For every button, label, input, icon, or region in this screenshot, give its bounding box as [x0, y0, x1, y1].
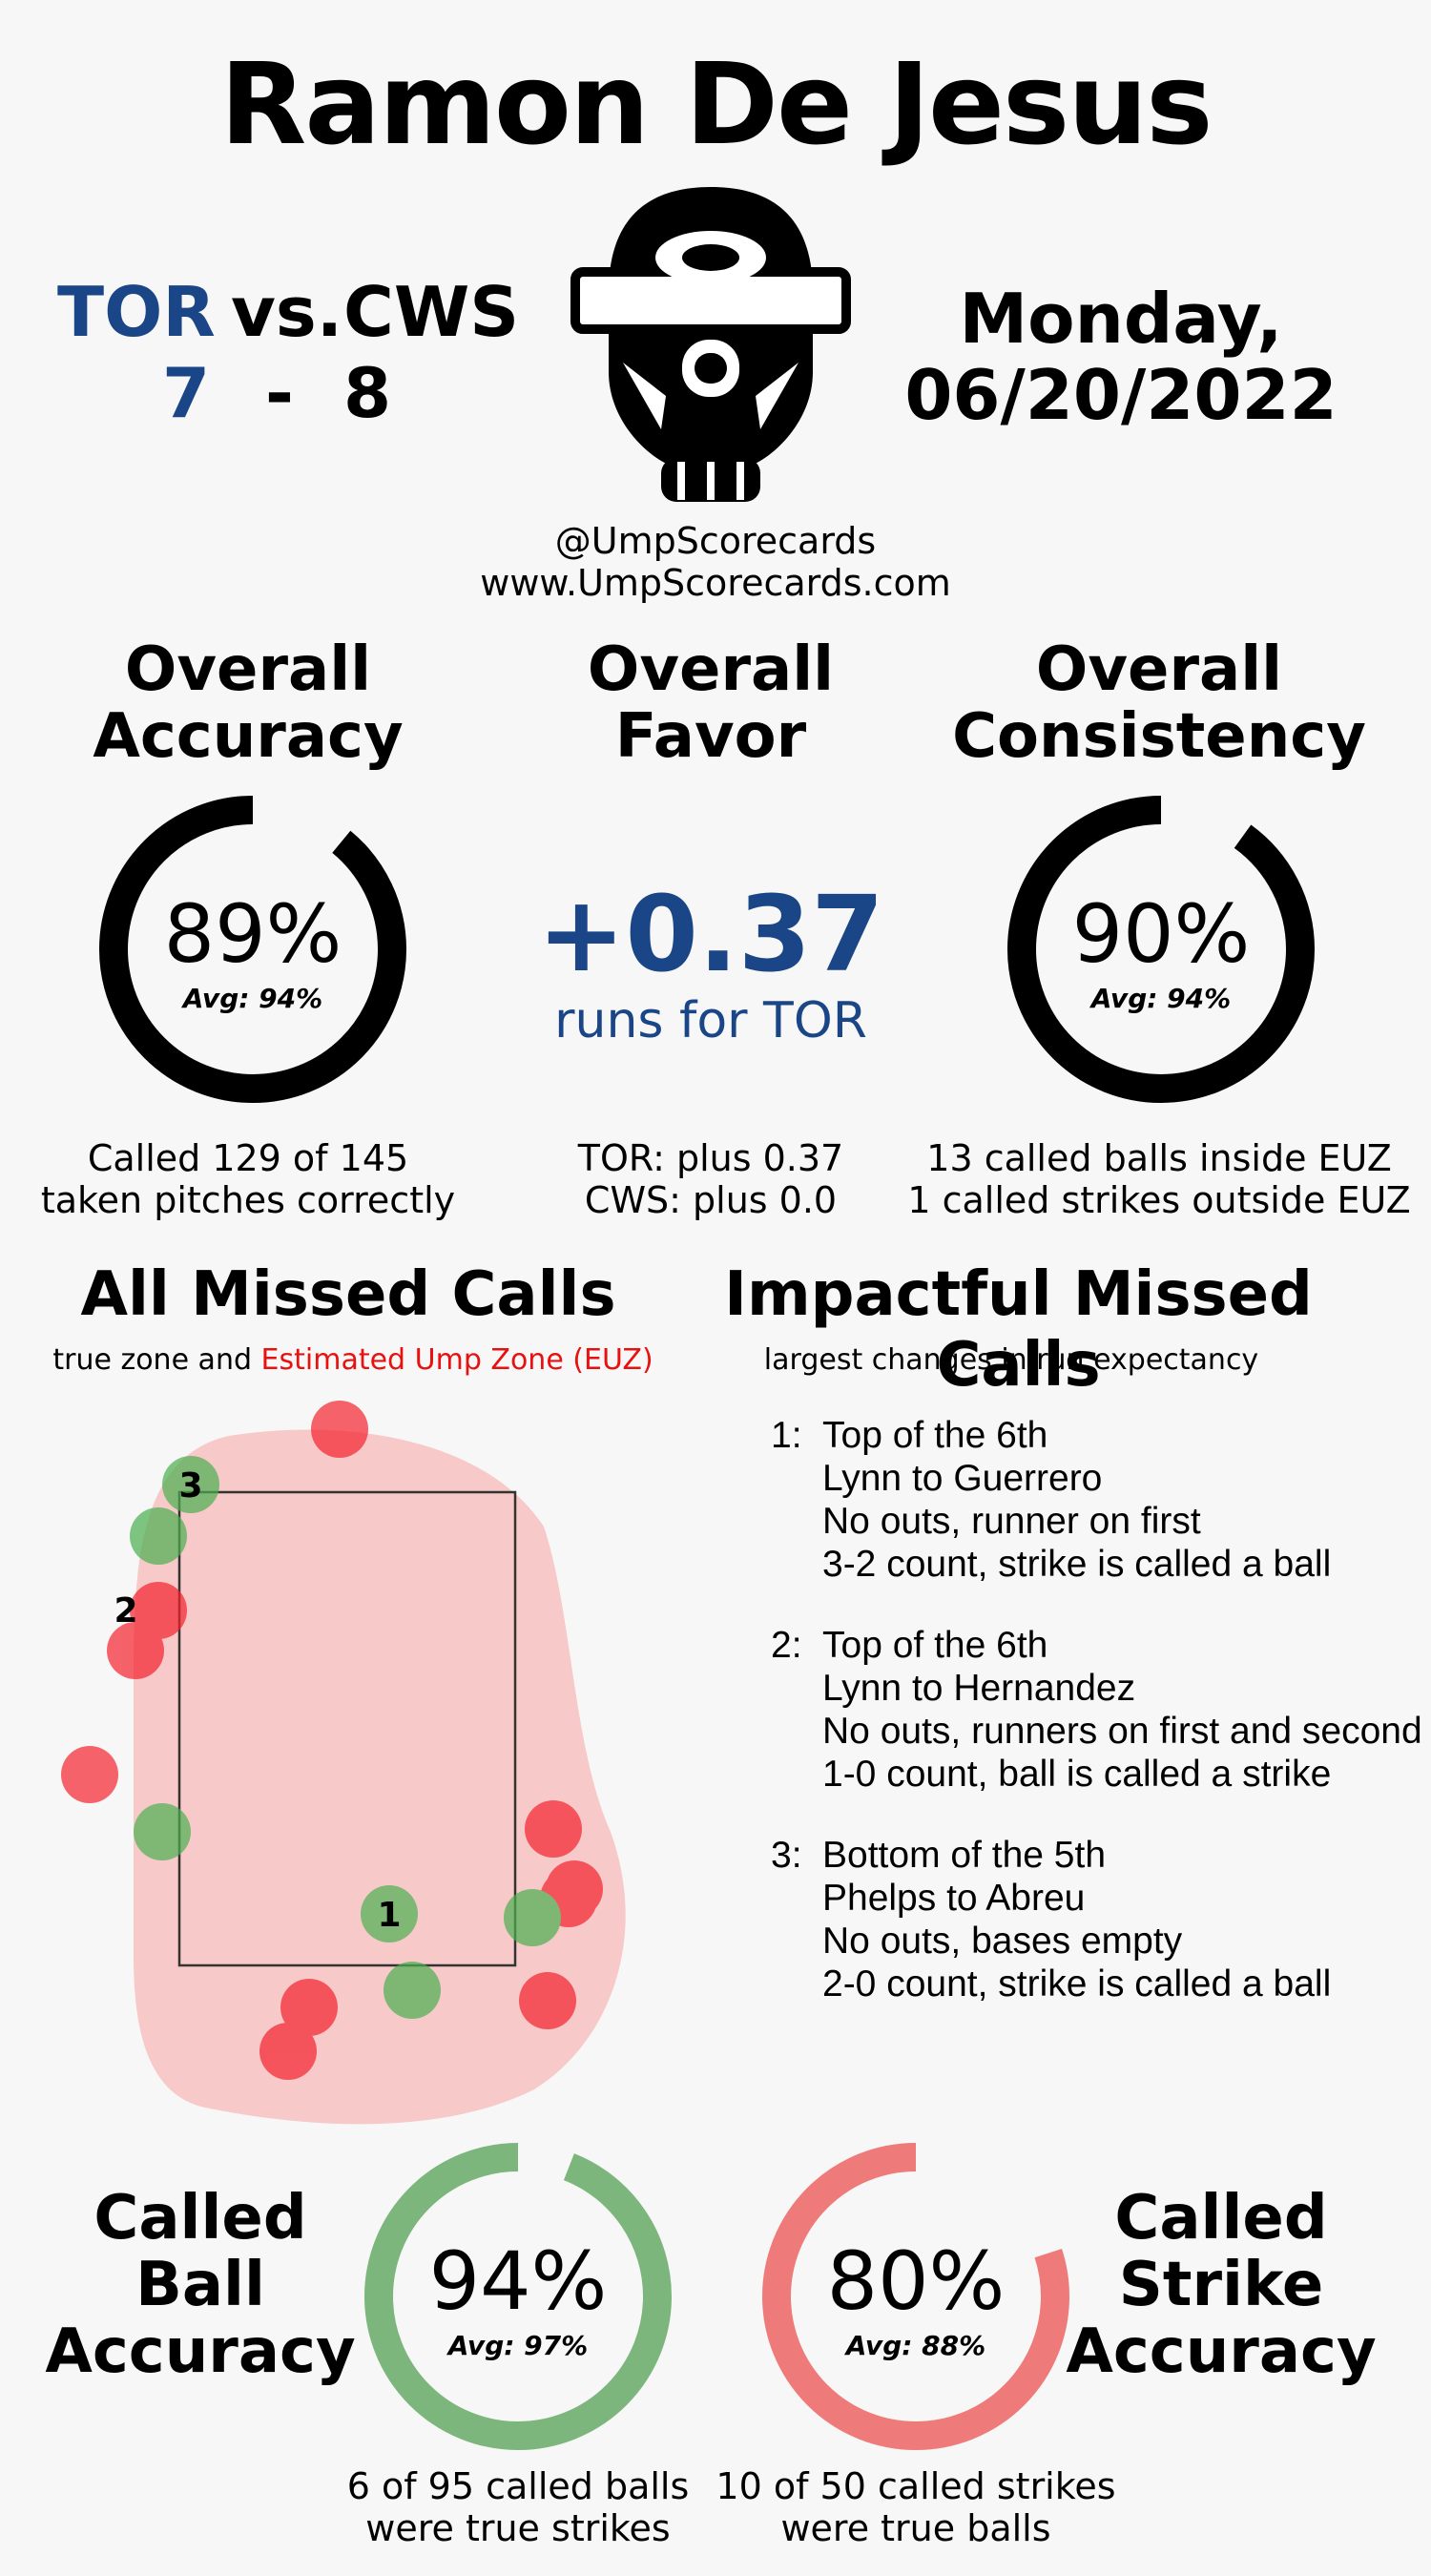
- consistency-title: Overall Consistency: [952, 634, 1366, 772]
- pitch-marker: [130, 1507, 187, 1565]
- missed-calls-plot: 1 2 3: [61, 1401, 626, 2125]
- ball-accuracy-title: Called Ball Accuracy: [45, 2183, 356, 2387]
- accuracy-desc: Called 129 of 145 taken pitches correctl…: [40, 1137, 456, 1221]
- pitch-marker: [134, 1803, 191, 1860]
- pitch-marker: [107, 1622, 164, 1679]
- consistency-value: 90%: [1071, 887, 1251, 981]
- pitch-marker: [519, 1972, 576, 2029]
- twitter-handle[interactable]: @UmpScorecards: [554, 520, 877, 562]
- umpire-name: Ramon De Jesus: [219, 38, 1213, 170]
- ball-accuracy-ring: [364, 2143, 672, 2450]
- euz-label: Estimated Ump Zone (EUZ): [260, 1343, 653, 1377]
- home-team: CWS: [343, 272, 520, 352]
- estimated-ump-zone: [134, 1429, 626, 2125]
- consistency-desc: 13 called balls inside EUZ 1 called stri…: [907, 1137, 1411, 1221]
- missed-call-label-1: 1: [377, 1896, 401, 1935]
- strike-accuracy-ring: [762, 2143, 1069, 2450]
- strike-accuracy-avg: Avg: 88%: [845, 2330, 986, 2361]
- pitch-marker: [61, 1746, 118, 1803]
- favor-desc: TOR: plus 0.37 CWS: plus 0.0: [577, 1137, 844, 1221]
- accuracy-avg: Avg: 94%: [182, 983, 323, 1014]
- away-team: TOR: [57, 272, 216, 352]
- ball-accuracy-value: 94%: [428, 2234, 608, 2328]
- score-separator: -: [265, 353, 294, 433]
- impactful-item-2: 2: Top of the 6th Lynn to Hernandez No o…: [771, 1625, 1422, 1795]
- impactful-title: Impactful Missed Calls: [724, 1259, 1313, 1401]
- accuracy-title: Overall Accuracy: [93, 634, 404, 772]
- pitch-marker: [361, 1885, 418, 1942]
- pitch-markers: [61, 1401, 603, 2080]
- missed-calls-title: All Missed Calls: [80, 1259, 616, 1330]
- accuracy-ring-arc: [99, 796, 406, 1103]
- strike-accuracy-title: Called Strike Accuracy: [1066, 2183, 1377, 2387]
- consistency-ring-arc: [1007, 796, 1315, 1103]
- home-score: 8: [343, 353, 392, 433]
- vs-label: vs.: [231, 272, 343, 352]
- strike-accuracy-value: 80%: [826, 2234, 1006, 2328]
- ball-accuracy-ring-arc: [364, 2143, 672, 2450]
- consistency-ring: [1007, 796, 1315, 1103]
- strike-accuracy-desc: 10 of 50 called strikes were true balls: [716, 2465, 1116, 2549]
- game-day: Monday,: [959, 279, 1283, 359]
- website-link[interactable]: www.UmpScorecards.com: [480, 562, 951, 604]
- strike-accuracy-ring-arc: [762, 2143, 1069, 2450]
- missed-call-label-2: 2: [114, 1591, 137, 1631]
- accuracy-ring: [99, 796, 406, 1103]
- missed-calls-subtitle: true zone and Estimated Ump Zone (EUZ): [52, 1343, 653, 1377]
- matchup: TOR vs. CWS 7 - 8: [57, 272, 553, 444]
- missed-call-label-3: 3: [178, 1466, 202, 1506]
- pitch-marker: [384, 1962, 441, 2019]
- impactful-subtitle: largest changes in run expectancy: [763, 1343, 1259, 1377]
- strike-zone: [177, 1490, 517, 1967]
- game-date: 06/20/2022: [904, 355, 1338, 435]
- pitch-marker: [280, 1979, 338, 2036]
- pitch-marker: [311, 1401, 368, 1458]
- pitch-marker: [259, 2023, 317, 2080]
- accuracy-value: 89%: [163, 887, 342, 981]
- ball-accuracy-desc: 6 of 95 called balls were true strikes: [346, 2465, 690, 2549]
- favor-sub: runs for TOR: [554, 992, 867, 1049]
- away-score: 7: [162, 353, 211, 433]
- umpire-mask-icon: [570, 187, 851, 502]
- impactful-item-1: 1: Top of the 6th Lynn to Guerrero No ou…: [771, 1415, 1332, 1585]
- favor-title: Overall Favor: [587, 634, 835, 772]
- pitch-marker: [162, 1456, 219, 1513]
- pitch-marker: [504, 1889, 561, 1946]
- consistency-avg: Avg: 94%: [1090, 983, 1232, 1014]
- favor-value: +0.37: [537, 873, 884, 995]
- ball-accuracy-avg: Avg: 97%: [447, 2330, 589, 2361]
- pitch-marker: [525, 1800, 582, 1858]
- impactful-item-3: 3: Bottom of the 5th Phelps to Abreu No …: [771, 1835, 1332, 2005]
